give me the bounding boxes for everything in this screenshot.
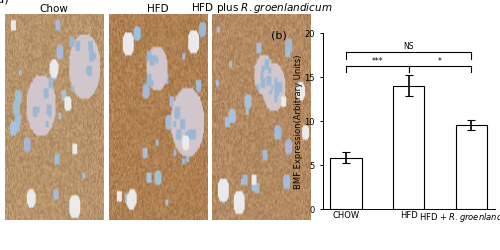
- Title: HFD plus $\it{R. groenlandicum}$: HFD plus $\it{R. groenlandicum}$: [190, 1, 332, 15]
- Y-axis label: BMF Expression(Arbitrary Units): BMF Expression(Arbitrary Units): [294, 54, 303, 188]
- Bar: [330, 158, 362, 209]
- Text: (a): (a): [0, 0, 9, 4]
- Title: HFD: HFD: [147, 4, 169, 14]
- Text: NS: NS: [404, 42, 414, 51]
- Title: Chow: Chow: [40, 4, 68, 14]
- Text: (b): (b): [271, 30, 286, 40]
- Bar: [393, 86, 424, 209]
- Text: ***: ***: [372, 56, 383, 65]
- Bar: [456, 126, 487, 209]
- Text: *: *: [438, 56, 442, 65]
